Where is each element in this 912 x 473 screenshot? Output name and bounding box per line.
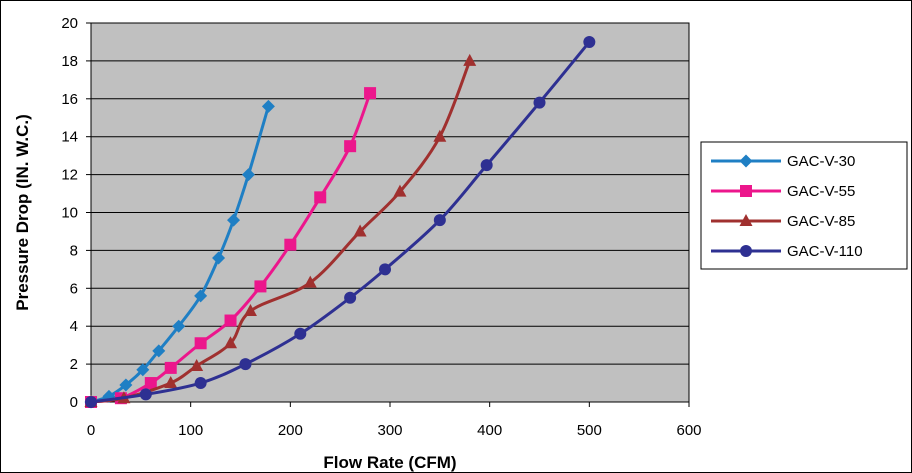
data-point bbox=[145, 377, 157, 389]
y-tick-label: 12 bbox=[61, 167, 78, 184]
legend: GAC-V-30 GAC-V-55 GAC-V-85 GAC-V-110 bbox=[701, 142, 907, 269]
x-tick-label: 100 bbox=[178, 422, 203, 439]
data-point bbox=[195, 337, 207, 349]
y-tick-label: 16 bbox=[61, 91, 78, 108]
y-tick-label: 6 bbox=[70, 280, 78, 297]
data-point bbox=[344, 140, 356, 152]
data-point bbox=[481, 159, 493, 171]
y-tick-label: 4 bbox=[70, 318, 78, 335]
y-axis-title: Pressure Drop (IN. W.C.) bbox=[13, 114, 32, 310]
x-tick-label: 400 bbox=[477, 422, 502, 439]
legend-marker bbox=[740, 245, 752, 257]
data-point bbox=[364, 87, 376, 99]
legend-label: GAC-V-30 bbox=[787, 153, 855, 170]
data-point bbox=[165, 362, 177, 374]
y-tick-label: 2 bbox=[70, 356, 78, 373]
legend-label: GAC-V-85 bbox=[787, 213, 855, 230]
y-tick-label: 8 bbox=[70, 242, 78, 259]
x-axis-title: Flow Rate (CFM) bbox=[323, 453, 456, 472]
data-point bbox=[534, 97, 546, 109]
x-tick-label: 200 bbox=[278, 422, 303, 439]
legend-label: GAC-V-110 bbox=[787, 243, 863, 260]
data-point bbox=[583, 36, 595, 48]
data-point bbox=[344, 292, 356, 304]
x-tick-label: 500 bbox=[577, 422, 602, 439]
x-tick-label: 300 bbox=[377, 422, 402, 439]
data-point bbox=[434, 214, 446, 226]
x-tick-label: 600 bbox=[676, 422, 701, 439]
data-point bbox=[284, 239, 296, 251]
y-tick-label: 10 bbox=[61, 205, 78, 222]
y-tick-label: 18 bbox=[61, 53, 78, 70]
data-point bbox=[294, 328, 306, 340]
data-point bbox=[254, 280, 266, 292]
y-tick-label: 0 bbox=[70, 394, 78, 411]
y-tick-label: 20 bbox=[61, 15, 78, 32]
legend-label: GAC-V-55 bbox=[787, 183, 855, 200]
data-point bbox=[239, 358, 251, 370]
data-point bbox=[314, 191, 326, 203]
data-point bbox=[85, 396, 97, 408]
data-point bbox=[140, 388, 152, 400]
data-point bbox=[195, 377, 207, 389]
x-tick-label: 0 bbox=[87, 422, 95, 439]
data-point bbox=[225, 315, 237, 327]
legend-marker bbox=[740, 185, 752, 197]
data-point bbox=[379, 263, 391, 275]
y-tick-label: 14 bbox=[61, 129, 78, 146]
